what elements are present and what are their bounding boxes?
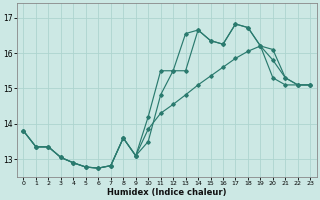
X-axis label: Humidex (Indice chaleur): Humidex (Indice chaleur)	[107, 188, 227, 197]
